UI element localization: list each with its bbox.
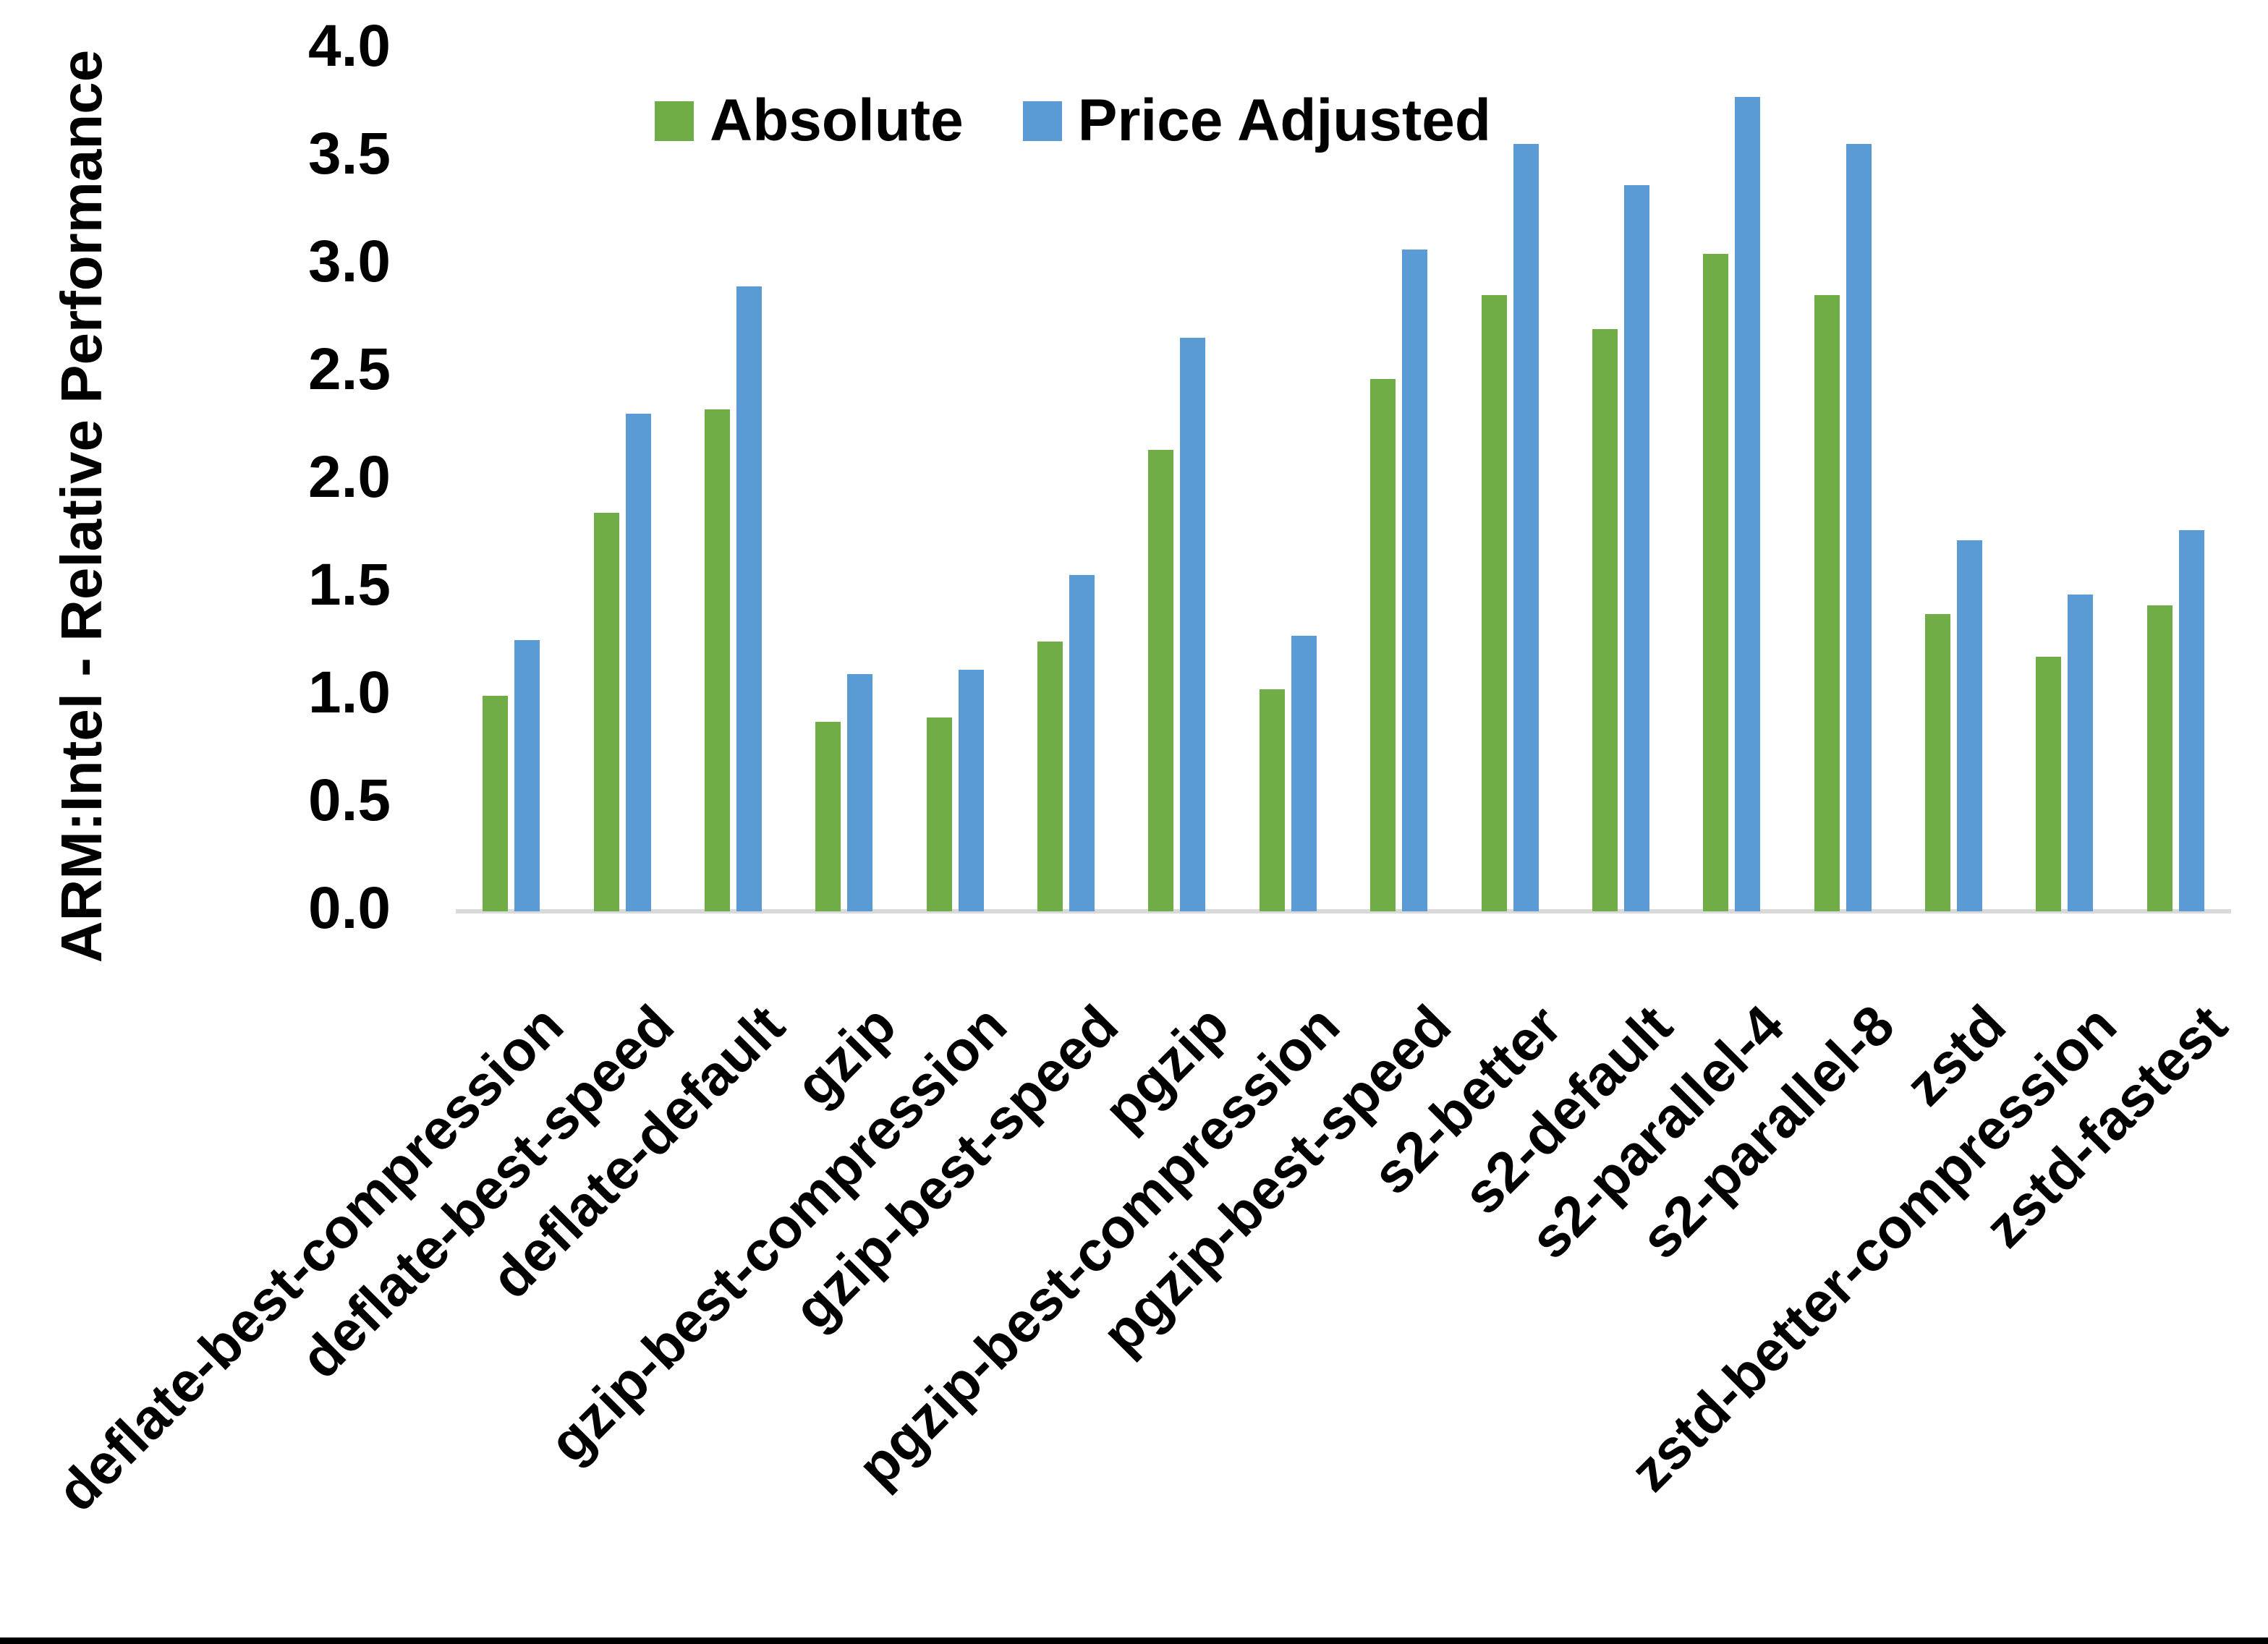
bar-price-adjusted	[1180, 338, 1206, 911]
bar-absolute	[1703, 254, 1729, 911]
legend-item-absolute: Absolute	[655, 87, 964, 155]
legend-label-absolute: Absolute	[710, 88, 964, 153]
legend-label-price-adjusted: Price Adjusted	[1077, 88, 1491, 153]
bar-absolute	[2146, 605, 2173, 911]
y-axis-title: ARM:Intel - Relative Performance	[49, 49, 114, 963]
bar-absolute	[1037, 642, 1063, 911]
bar-price-adjusted	[2178, 530, 2204, 911]
legend-swatch-absolute-icon	[655, 101, 694, 141]
bar-absolute	[1259, 689, 1285, 911]
y-tick-label: 0.5	[308, 767, 391, 834]
bar-price-adjusted	[1069, 575, 1095, 911]
y-tick-label: 0.0	[308, 875, 391, 942]
bar-price-adjusted	[514, 640, 540, 911]
bar-price-adjusted	[625, 414, 651, 911]
bar-price-adjusted	[1402, 250, 1428, 911]
y-tick-label: 3.5	[308, 121, 391, 187]
bar-absolute	[1592, 329, 1618, 911]
bar-price-adjusted	[1957, 540, 1983, 911]
x-axis-line	[456, 909, 2231, 913]
y-tick-label: 1.0	[308, 660, 391, 726]
y-tick-label: 2.5	[308, 336, 391, 403]
y-tick-label: 3.0	[308, 229, 391, 295]
bar-absolute	[1925, 614, 1951, 911]
bar-absolute	[1148, 450, 1174, 911]
bar-absolute	[815, 722, 841, 911]
bar-price-adjusted	[1513, 144, 1539, 911]
legend-item-price-adjusted: Price Adjusted	[1022, 87, 1491, 155]
bottom-border	[0, 1637, 2268, 1644]
bar-absolute	[483, 696, 509, 911]
legend: Absolute Price Adjusted	[655, 87, 1491, 155]
bar-price-adjusted	[1291, 636, 1317, 911]
bar-absolute	[2036, 657, 2062, 911]
bar-price-adjusted	[1623, 185, 1649, 911]
bar-price-adjusted	[847, 674, 873, 911]
bar-price-adjusted	[1846, 144, 1872, 911]
bar-absolute	[704, 409, 730, 911]
legend-swatch-price-adjusted-icon	[1022, 101, 1062, 141]
bar-absolute	[1481, 295, 1507, 911]
bar-absolute	[1814, 295, 1840, 911]
y-tick-label: 4.0	[308, 13, 391, 80]
y-tick-label: 2.0	[308, 444, 391, 511]
bar-absolute	[593, 513, 619, 911]
bar-absolute	[926, 717, 952, 911]
bar-price-adjusted	[1735, 97, 1761, 911]
bar-absolute	[1370, 379, 1396, 911]
bar-price-adjusted	[2068, 595, 2094, 911]
y-tick-label: 1.5	[308, 552, 391, 618]
bar-price-adjusted	[958, 670, 984, 911]
bar-price-adjusted	[736, 286, 762, 911]
